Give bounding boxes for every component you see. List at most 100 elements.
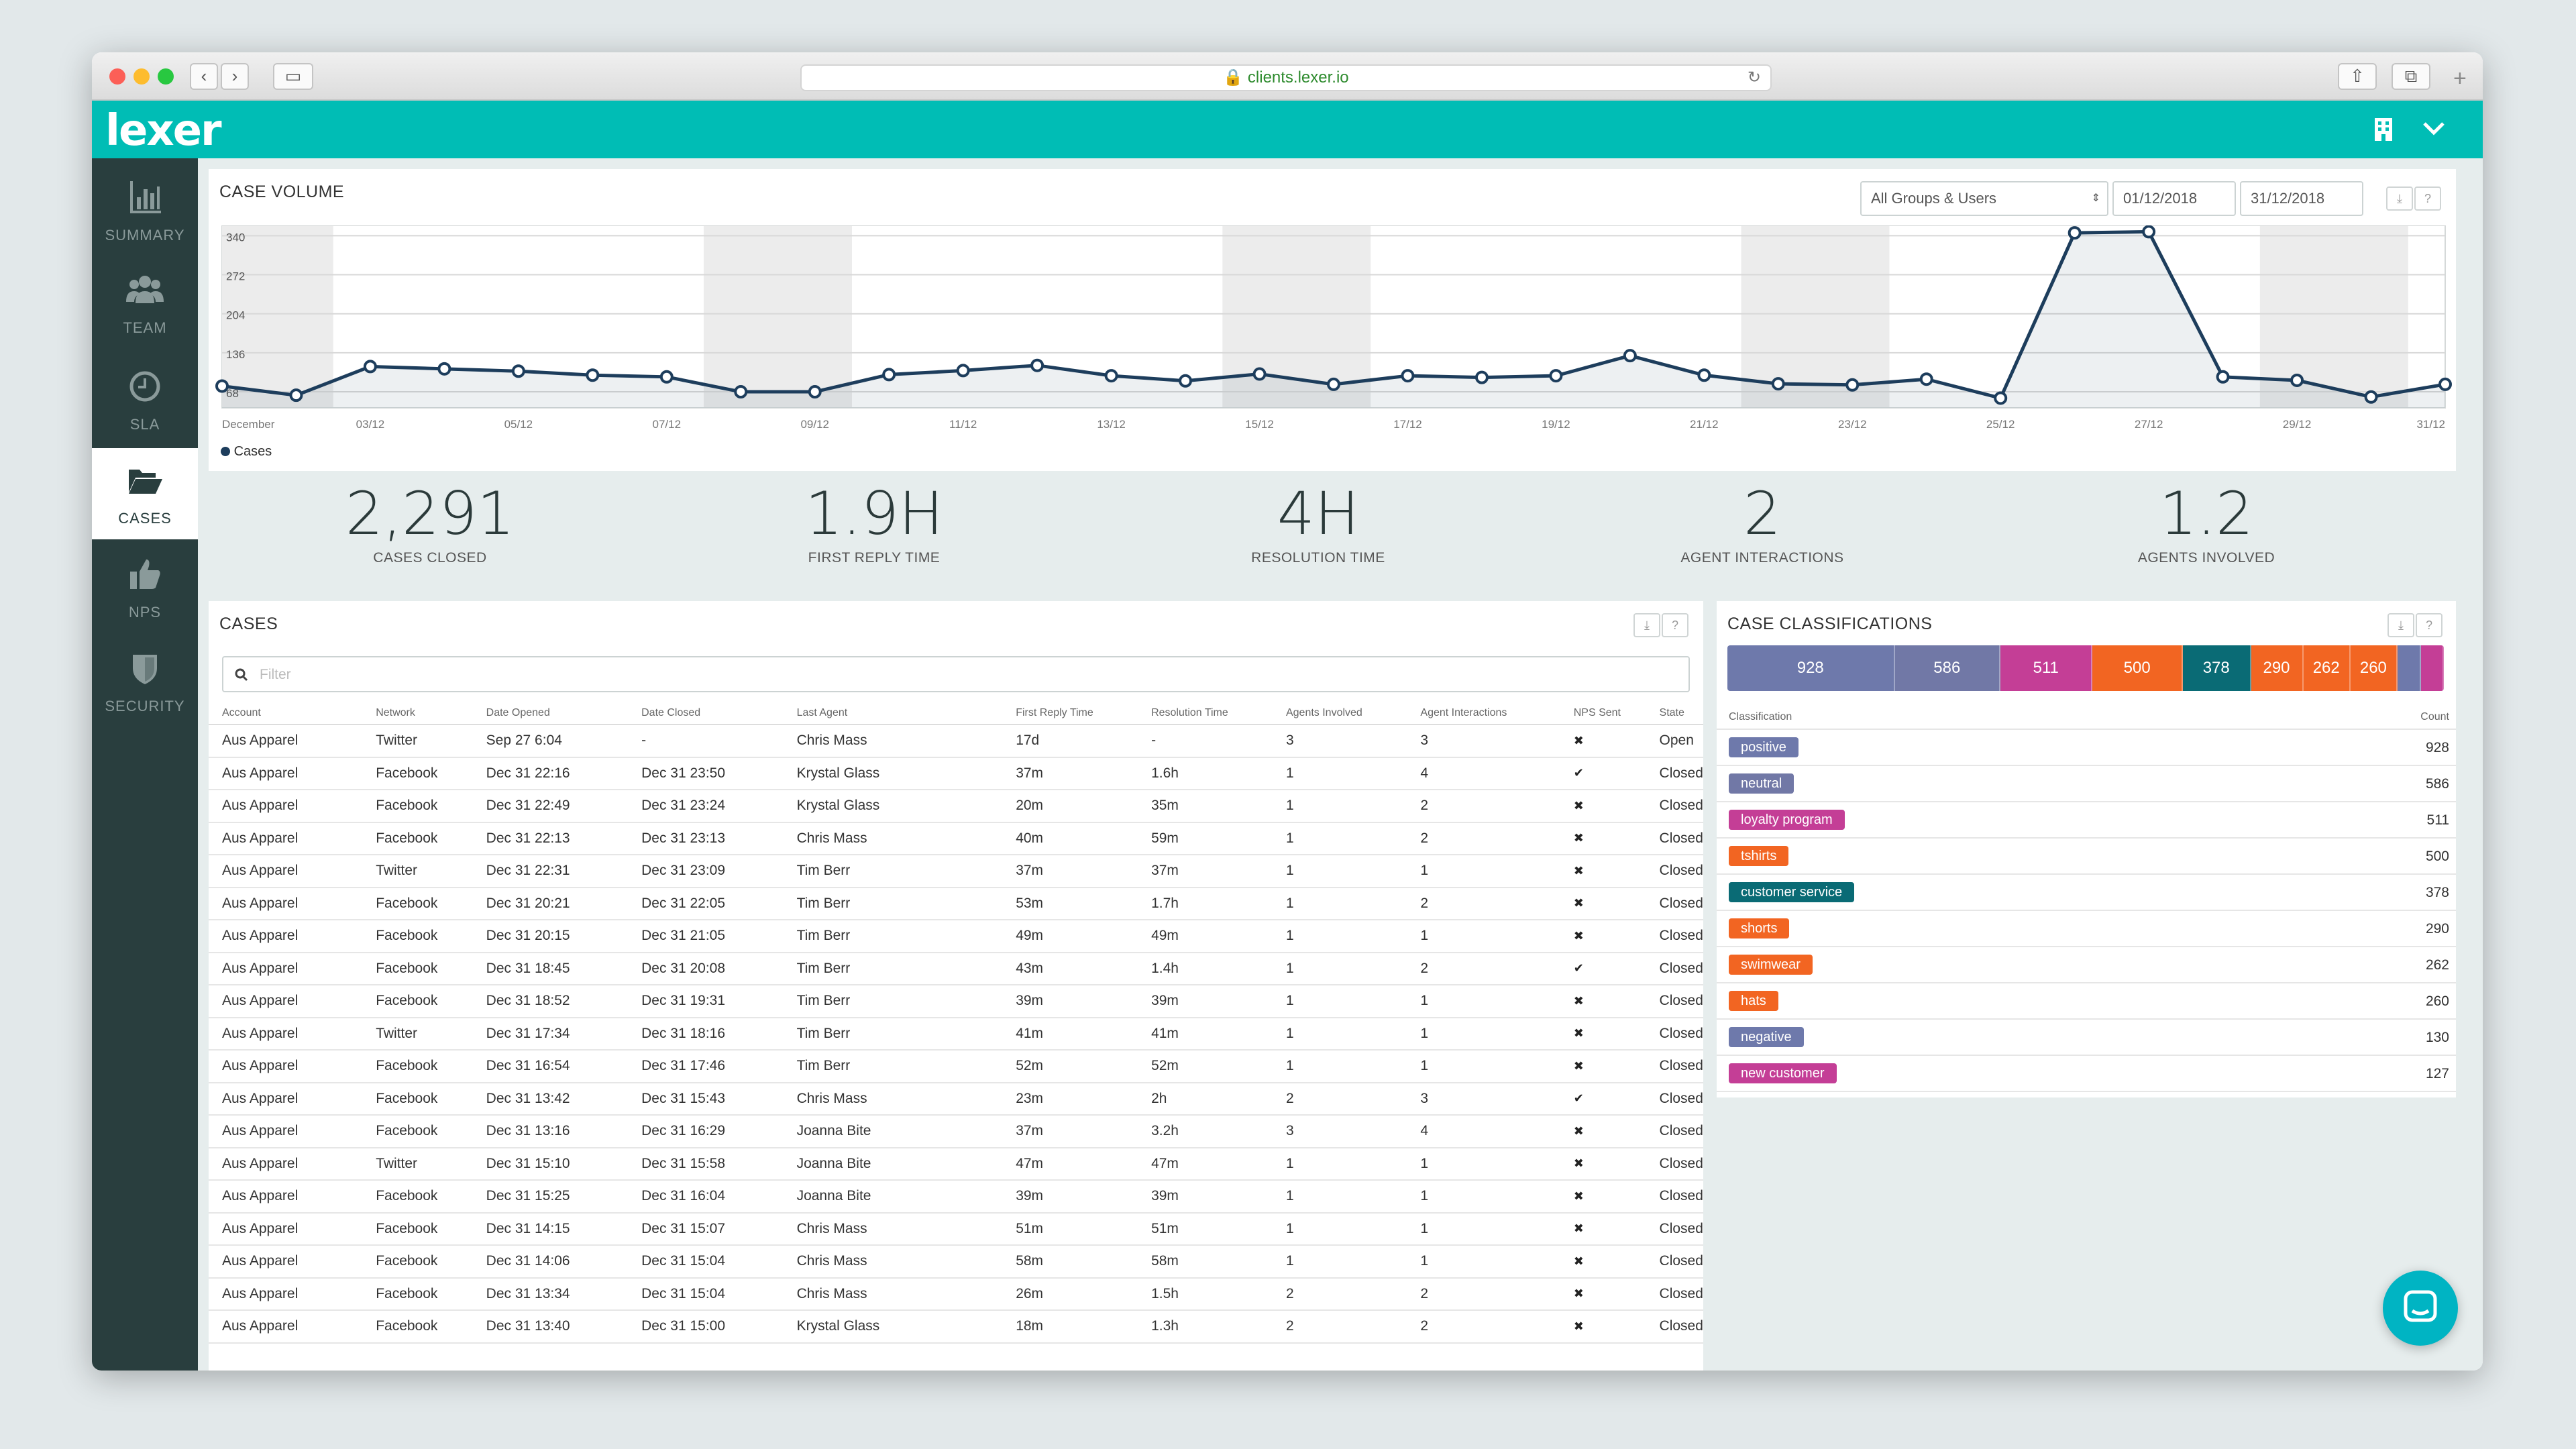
stacked-bar-segment[interactable] bbox=[2420, 645, 2444, 691]
help-button[interactable]: ? bbox=[2414, 186, 2441, 211]
data-point[interactable] bbox=[882, 368, 896, 382]
sidebar-item-cases[interactable]: CASES bbox=[92, 448, 198, 539]
chevron-down-icon[interactable] bbox=[2422, 121, 2445, 137]
stacked-bar-segment[interactable]: 586 bbox=[1894, 645, 2001, 691]
column-header[interactable]: First Reply Time bbox=[1002, 702, 1138, 725]
classifications-help-button[interactable]: ? bbox=[2416, 613, 2443, 637]
classification-row[interactable]: negative 130 bbox=[1717, 1020, 2456, 1056]
stacked-bar-segment[interactable] bbox=[2397, 645, 2421, 691]
sidebar-item-security[interactable]: SECURITY bbox=[92, 636, 198, 727]
data-point[interactable] bbox=[1474, 370, 1489, 384]
table-row[interactable]: Aus Apparel Facebook Dec 31 20:15 Dec 31 21… bbox=[209, 920, 1703, 953]
classification-tag[interactable]: loyalty program bbox=[1729, 810, 1845, 830]
table-row[interactable]: Aus Apparel Facebook Dec 31 22:16 Dec 31 23… bbox=[209, 757, 1703, 790]
data-point[interactable] bbox=[1771, 377, 1785, 391]
classification-row[interactable]: new customer 127 bbox=[1717, 1056, 2456, 1092]
back-button[interactable]: ‹ bbox=[190, 63, 218, 90]
column-header[interactable]: Resolution Time bbox=[1138, 702, 1273, 725]
data-point[interactable] bbox=[437, 362, 451, 376]
stacked-bar-segment[interactable]: 928 bbox=[1727, 645, 1895, 691]
classification-tag[interactable]: shorts bbox=[1729, 918, 1790, 938]
tabs-overview-button[interactable]: ⧉ bbox=[2392, 63, 2430, 90]
table-row[interactable]: Aus Apparel Facebook Dec 31 18:45 Dec 31 20… bbox=[209, 952, 1703, 985]
column-header[interactable]: Agents Involved bbox=[1272, 702, 1407, 725]
data-point[interactable] bbox=[363, 360, 377, 374]
classification-row[interactable]: hats 260 bbox=[1717, 983, 2456, 1020]
new-tab-button[interactable]: + bbox=[2453, 66, 2467, 91]
classification-tag[interactable]: hats bbox=[1729, 991, 1778, 1011]
column-header[interactable]: Last Agent bbox=[783, 702, 1003, 725]
table-row[interactable]: Aus Apparel Twitter Sep 27 6:04- Chris Mass… bbox=[209, 724, 1703, 758]
stacked-bar-segment[interactable]: 500 bbox=[2092, 645, 2183, 691]
table-row[interactable]: Aus Apparel Twitter Dec 31 17:34 Dec 31 18:… bbox=[209, 1017, 1703, 1051]
filter-input[interactable]: Filter bbox=[222, 656, 1690, 692]
reload-icon[interactable]: ↻ bbox=[1747, 68, 1761, 87]
table-row[interactable]: Aus Apparel Facebook Dec 31 13:42 Dec 31 15… bbox=[209, 1082, 1703, 1116]
data-point[interactable] bbox=[808, 385, 822, 399]
group-select[interactable]: All Groups & Users ⇕ bbox=[1860, 181, 2108, 216]
classification-row[interactable]: loyalty program 511 bbox=[1717, 802, 2456, 839]
data-point[interactable] bbox=[1252, 367, 1267, 381]
column-header[interactable]: State bbox=[1646, 702, 1703, 725]
maximize-window-button[interactable] bbox=[158, 68, 174, 85]
data-point[interactable] bbox=[1994, 391, 2008, 405]
sidebar-toggle-button[interactable]: ▭ bbox=[273, 63, 313, 90]
data-point[interactable] bbox=[1179, 374, 1193, 388]
download-button[interactable]: ⤓ bbox=[2386, 186, 2413, 211]
data-point[interactable] bbox=[1327, 377, 1340, 391]
data-point[interactable] bbox=[1623, 349, 1637, 363]
sidebar-item-summary[interactable]: SUMMARY bbox=[92, 165, 198, 256]
classification-tag[interactable]: negative bbox=[1729, 1027, 1804, 1047]
table-row[interactable]: Aus Apparel Facebook Dec 31 13:34 Dec 31 15… bbox=[209, 1277, 1703, 1311]
column-header[interactable]: Date Closed bbox=[628, 702, 784, 725]
classification-tag[interactable]: swimwear bbox=[1729, 955, 1813, 975]
table-row[interactable]: Aus Apparel Facebook Dec 31 14:15 Dec 31 15… bbox=[209, 1212, 1703, 1246]
data-point[interactable] bbox=[1104, 369, 1118, 383]
data-point[interactable] bbox=[659, 370, 674, 384]
date-from-input[interactable]: 01/12/2018 bbox=[2112, 181, 2236, 216]
data-point[interactable] bbox=[2364, 390, 2378, 404]
stacked-bar-segment[interactable]: 260 bbox=[2350, 645, 2398, 691]
cases-help-button[interactable]: ? bbox=[1662, 613, 1688, 637]
classification-tag[interactable]: neutral bbox=[1729, 773, 1794, 794]
data-point[interactable] bbox=[2068, 226, 2082, 240]
table-row[interactable]: Aus Apparel Facebook Dec 31 15:25 Dec 31 16… bbox=[209, 1180, 1703, 1214]
data-point[interactable] bbox=[289, 388, 303, 402]
data-point[interactable] bbox=[511, 364, 525, 378]
share-button[interactable]: ⇧ bbox=[2338, 63, 2377, 90]
column-header[interactable]: NPS Sent bbox=[1560, 702, 1646, 725]
classification-row[interactable]: positive 928 bbox=[1717, 730, 2456, 766]
stacked-bar-segment[interactable]: 378 bbox=[2182, 645, 2251, 691]
forward-button[interactable]: › bbox=[221, 63, 249, 90]
classification-row[interactable]: customer service 378 bbox=[1717, 875, 2456, 911]
minimize-window-button[interactable] bbox=[133, 68, 150, 85]
classification-tag[interactable]: positive bbox=[1729, 737, 1799, 757]
data-point[interactable] bbox=[1697, 368, 1711, 382]
stacked-bar-segment[interactable]: 262 bbox=[2303, 645, 2351, 691]
classification-tag[interactable]: new customer bbox=[1729, 1063, 1837, 1083]
stacked-bar-segment[interactable]: 511 bbox=[2000, 645, 2093, 691]
lexer-logo[interactable]: lexer bbox=[105, 106, 222, 156]
data-point[interactable] bbox=[734, 385, 748, 399]
classification-tag[interactable]: customer service bbox=[1729, 882, 1855, 902]
data-point[interactable] bbox=[1919, 372, 1933, 386]
classification-row[interactable]: swimwear 262 bbox=[1717, 947, 2456, 983]
data-point[interactable] bbox=[1401, 369, 1415, 383]
table-row[interactable]: Aus Apparel Facebook Dec 31 14:06 Dec 31 15… bbox=[209, 1245, 1703, 1279]
data-point[interactable] bbox=[1030, 358, 1044, 372]
classification-row[interactable]: neutral 586 bbox=[1717, 766, 2456, 802]
table-row[interactable]: Aus Apparel Facebook Dec 31 13:16 Dec 31 16… bbox=[209, 1115, 1703, 1148]
table-row[interactable]: Aus Apparel Facebook Dec 31 18:52 Dec 31 19… bbox=[209, 985, 1703, 1018]
classification-row[interactable]: shorts 290 bbox=[1717, 911, 2456, 947]
data-point[interactable] bbox=[586, 368, 600, 382]
sidebar-item-nps[interactable]: NPS bbox=[92, 542, 198, 633]
table-row[interactable]: Aus Apparel Twitter Dec 31 15:10 Dec 31 15:… bbox=[209, 1147, 1703, 1181]
table-row[interactable]: Aus Apparel Facebook Dec 31 22:49 Dec 31 23… bbox=[209, 790, 1703, 823]
data-point[interactable] bbox=[1845, 378, 1860, 392]
table-row[interactable]: Aus Apparel Twitter Dec 31 22:31 Dec 31 23:… bbox=[209, 855, 1703, 888]
table-row[interactable]: Aus Apparel Facebook Dec 31 20:21 Dec 31 22… bbox=[209, 887, 1703, 920]
classifications-download-button[interactable]: ⤓ bbox=[2387, 613, 2414, 637]
sidebar-item-team[interactable]: TEAM bbox=[92, 258, 198, 349]
data-point[interactable] bbox=[2438, 377, 2452, 391]
data-point[interactable] bbox=[1549, 369, 1563, 383]
